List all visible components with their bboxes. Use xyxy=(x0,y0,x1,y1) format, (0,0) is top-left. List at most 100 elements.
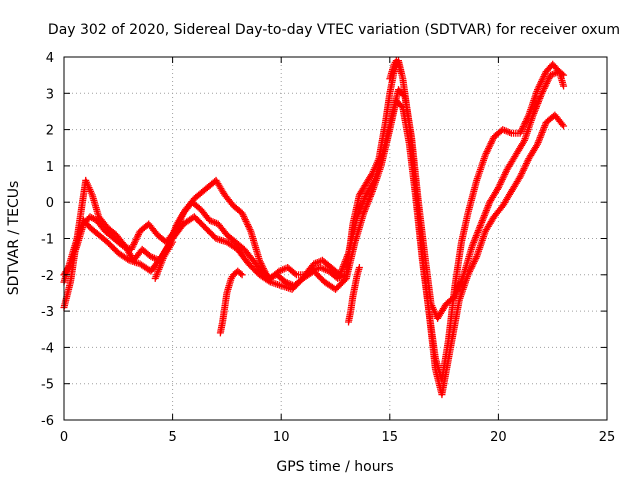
data-point xyxy=(540,72,548,80)
data-point xyxy=(539,88,547,96)
data-point xyxy=(481,210,489,218)
data-point xyxy=(545,74,553,82)
data-point xyxy=(456,281,464,289)
data-point xyxy=(470,238,478,246)
data-point xyxy=(480,212,488,220)
data-point xyxy=(474,228,482,236)
y-tick-label: -1 xyxy=(41,233,54,248)
data-point xyxy=(532,103,540,111)
data-point xyxy=(500,172,508,180)
data-point xyxy=(517,171,525,179)
data-point xyxy=(497,179,505,187)
data-point xyxy=(128,244,136,252)
data-point xyxy=(536,81,544,89)
data-point xyxy=(501,170,509,178)
y-tick-label: 2 xyxy=(46,124,54,139)
data-point xyxy=(498,177,506,185)
data-point xyxy=(537,77,545,85)
data-point xyxy=(483,148,491,156)
data-point xyxy=(518,124,526,132)
data-point xyxy=(534,138,542,146)
data-point xyxy=(521,163,529,171)
data-point xyxy=(540,125,548,133)
x-tick-label: 5 xyxy=(168,430,176,445)
data-point xyxy=(458,276,466,284)
data-point xyxy=(357,204,365,212)
data-point xyxy=(453,288,461,296)
data-point xyxy=(474,227,482,235)
data-point xyxy=(535,96,543,104)
data-point xyxy=(243,219,251,227)
data-point xyxy=(238,209,246,217)
data-point xyxy=(482,207,490,215)
data-point xyxy=(488,136,496,144)
data-point xyxy=(538,128,546,136)
data-point xyxy=(339,264,347,272)
x-tick-label: 15 xyxy=(382,430,399,445)
data-point xyxy=(240,214,248,222)
data-point xyxy=(529,111,537,119)
data-point xyxy=(456,279,464,287)
data-point xyxy=(499,174,507,182)
data-point xyxy=(454,284,462,292)
data-point xyxy=(176,217,184,225)
data-point xyxy=(238,271,246,279)
data-point xyxy=(472,233,480,241)
plot-frame xyxy=(63,56,608,421)
data-point xyxy=(342,256,350,264)
data-point xyxy=(535,137,543,145)
data-point xyxy=(533,101,541,109)
data-point xyxy=(339,262,347,270)
data-point xyxy=(291,270,299,278)
data-point xyxy=(488,138,496,146)
data-point xyxy=(397,68,405,76)
data-point xyxy=(516,173,524,181)
x-tick-label: 25 xyxy=(599,430,616,445)
data-point xyxy=(134,231,142,239)
data-point xyxy=(469,240,477,248)
data-point xyxy=(452,289,460,297)
data-point xyxy=(341,257,349,265)
data-point xyxy=(471,256,479,264)
data-point xyxy=(485,143,493,151)
data-point xyxy=(468,242,476,250)
data-point xyxy=(337,269,345,277)
data-point xyxy=(521,119,529,127)
data-point xyxy=(533,86,541,94)
data-point xyxy=(355,208,363,216)
data-point xyxy=(542,81,550,89)
data-point xyxy=(560,122,568,130)
data-point xyxy=(484,203,492,211)
data-point xyxy=(540,84,548,92)
data-point xyxy=(337,267,345,275)
data-point xyxy=(451,293,459,301)
data-point xyxy=(244,221,252,229)
data-point xyxy=(132,235,140,243)
data-point xyxy=(467,264,475,272)
data-point xyxy=(242,217,250,225)
data-point xyxy=(518,126,526,134)
data-point xyxy=(498,175,506,183)
data-point xyxy=(458,274,466,282)
data-point xyxy=(353,213,361,221)
data-point xyxy=(531,106,539,114)
data-point xyxy=(534,84,542,92)
data-point xyxy=(459,272,467,280)
data-point xyxy=(477,220,485,228)
data-point xyxy=(523,158,531,166)
data-point xyxy=(532,104,540,112)
data-point xyxy=(341,259,349,267)
data-point xyxy=(482,149,490,157)
data-point xyxy=(560,82,568,90)
x-axis-label: GPS time / hours xyxy=(276,459,393,475)
data-point xyxy=(536,135,544,143)
data-point xyxy=(538,89,546,97)
data-point xyxy=(177,214,185,222)
data-point xyxy=(360,196,368,204)
data-point xyxy=(478,218,486,226)
data-point xyxy=(66,261,74,269)
data-point xyxy=(473,230,481,238)
data-point xyxy=(496,180,504,188)
data-point xyxy=(502,169,510,177)
data-point xyxy=(475,225,483,233)
